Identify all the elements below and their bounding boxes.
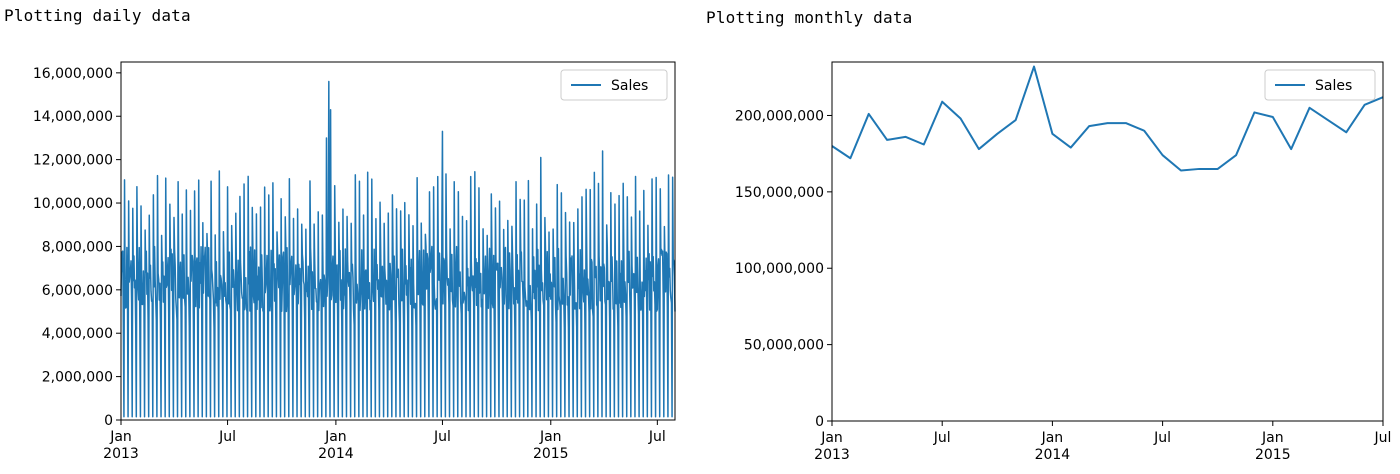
x-tick-label: Jan	[1041, 430, 1064, 446]
y-tick-label: 14,000,000	[33, 109, 113, 125]
x-tick-label: Jul	[1374, 430, 1392, 446]
legend-entry: Sales	[1315, 78, 1352, 94]
daily-sales-chart: 0 2,000,000 4,000,000 6,000,000 8,000,000 10,…	[33, 61, 676, 462]
x-tick-label: Jan	[109, 429, 132, 445]
x-tick-year-label: 2013	[103, 446, 139, 462]
legend-entry: Sales	[611, 78, 648, 94]
y-tick-label: 12,000,000	[33, 153, 113, 169]
daily-chart-caption: Plotting daily data	[4, 6, 191, 25]
x-tick-label: Jul	[1153, 430, 1171, 446]
x-tick-year-label: 2015	[533, 446, 569, 462]
sales-series-line	[120, 80, 676, 418]
x-tick-year-label: 2014	[1035, 447, 1071, 463]
y-tick-label: 16,000,000	[33, 66, 113, 82]
x-tick-label: Jul	[218, 429, 236, 445]
y-tick-label: 50,000,000	[744, 338, 824, 354]
x-tick-label: Jan	[324, 429, 347, 445]
y-tick-label: 150,000,000	[735, 185, 824, 201]
x-tick-label: Jan	[539, 429, 562, 445]
sales-series-line	[831, 65, 1384, 172]
monthly-sales-chart: 0 50,000,000 100,000,000 150,000,000 200,000…	[735, 61, 1392, 463]
x-tick-label: Jan	[1261, 430, 1284, 446]
x-tick-year-label: 2013	[814, 447, 850, 463]
legend-box	[1264, 69, 1376, 101]
legend-box	[560, 69, 668, 101]
legend: Sales	[1264, 69, 1376, 101]
legend: Sales	[560, 69, 668, 101]
y-tick-label: 8,000,000	[42, 239, 113, 255]
x-tick-label: Jan	[820, 430, 843, 446]
x-tick-year-label: 2014	[318, 446, 354, 462]
plot-frame	[120, 61, 676, 421]
y-tick-label: 0	[104, 413, 113, 429]
y-tick-label: 100,000,000	[735, 261, 824, 277]
plot-frame	[831, 61, 1384, 422]
y-tick-label: 2,000,000	[42, 370, 113, 386]
x-tick-label: Jul	[433, 429, 451, 445]
x-tick-label: Jul	[648, 429, 666, 445]
y-tick-label: 6,000,000	[42, 283, 113, 299]
x-tick-year-label: 2015	[1255, 447, 1291, 463]
y-tick-label: 0	[815, 414, 824, 430]
y-tick-label: 200,000,000	[735, 108, 824, 124]
y-tick-label: 10,000,000	[33, 196, 113, 212]
monthly-chart-caption: Plotting monthly data	[706, 8, 913, 27]
x-tick-label: Jul	[933, 430, 951, 446]
y-tick-label: 4,000,000	[42, 326, 113, 342]
